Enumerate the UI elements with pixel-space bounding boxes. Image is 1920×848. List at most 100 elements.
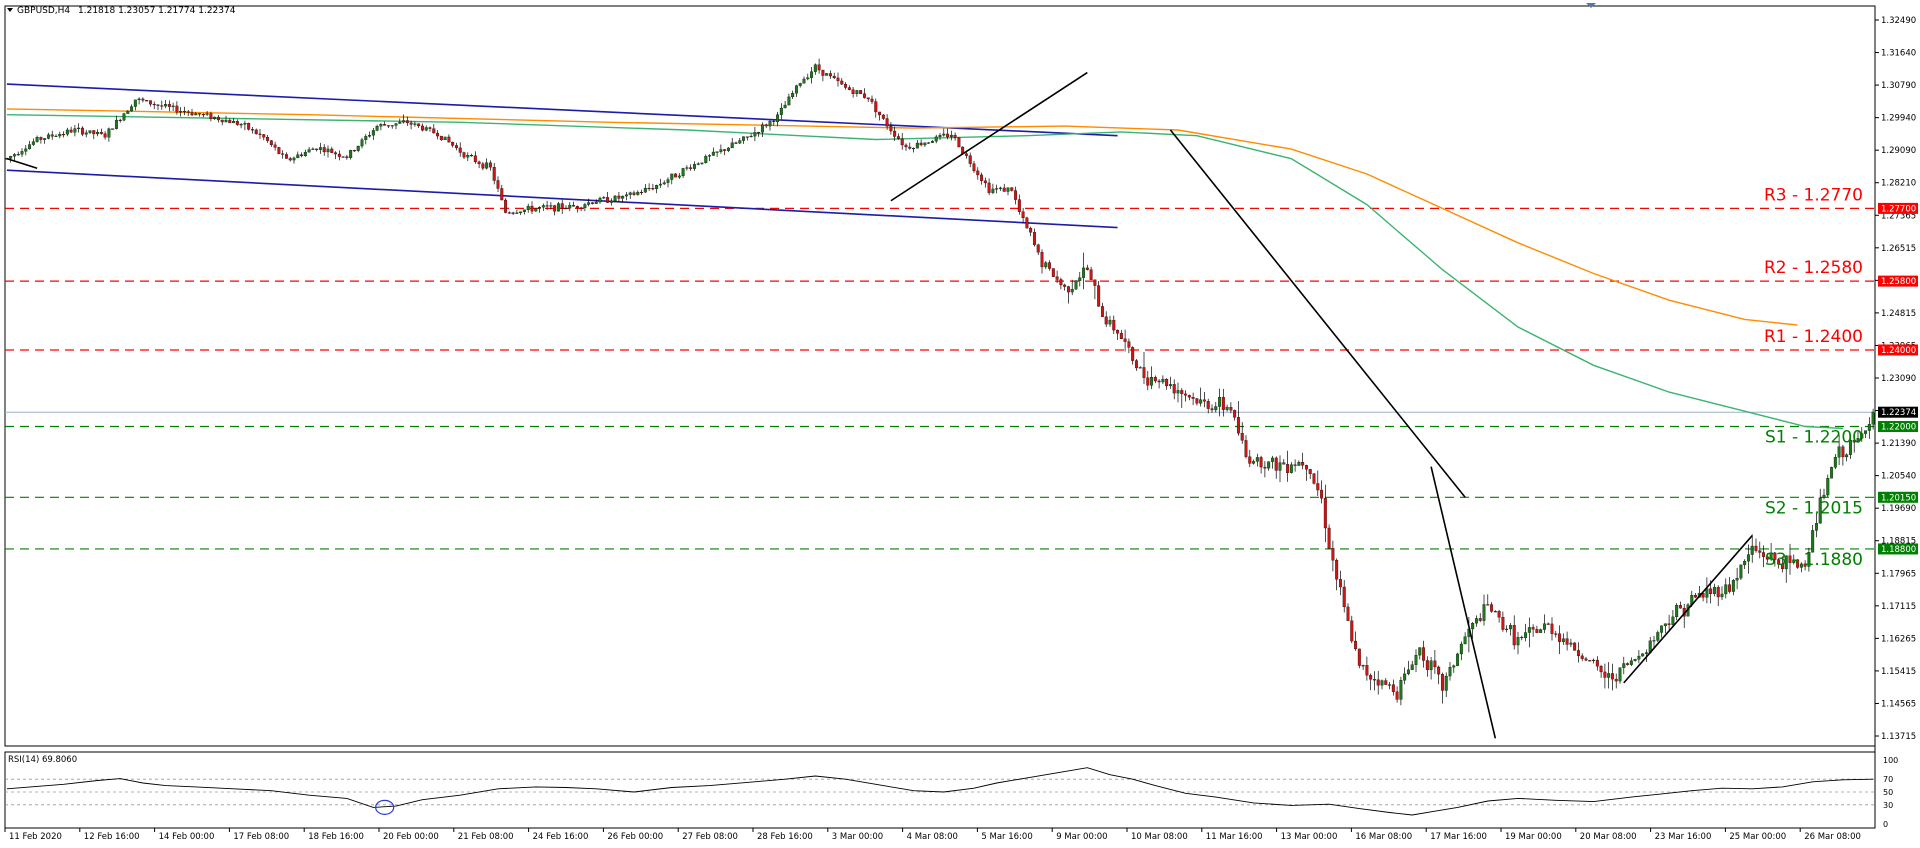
bullish-candle (598, 197, 602, 203)
bearish-candle (1599, 666, 1603, 673)
bearish-candle (1127, 341, 1131, 348)
bearish-candle (1153, 376, 1157, 382)
bearish-candle (1694, 595, 1698, 598)
bearish-candle (1716, 587, 1720, 598)
bearish-candle (1248, 456, 1252, 464)
bearish-candle (228, 119, 232, 124)
bearish-candle (579, 207, 583, 209)
chart-shift-marker-icon[interactable] (1586, 3, 1596, 8)
bearish-candle (417, 123, 421, 127)
bullish-candle (1078, 277, 1082, 281)
bullish-candle (1006, 187, 1010, 192)
trendline (1430, 466, 1497, 739)
level-price-tag (1878, 491, 1918, 503)
price-tick-label: 1.32490 (1881, 16, 1916, 26)
bullish-candle (666, 179, 670, 183)
bearish-candle (1282, 462, 1286, 465)
bullish-candle (685, 167, 689, 169)
bearish-candle (1206, 401, 1210, 409)
bullish-candle (719, 149, 723, 152)
bearish-candle (575, 206, 579, 209)
bearish-candle (1376, 679, 1380, 686)
bullish-candle (810, 71, 814, 78)
bearish-candle (870, 98, 874, 102)
bullish-candle (556, 203, 560, 212)
bullish-candle (806, 77, 810, 80)
bearish-candle (300, 154, 304, 157)
bullish-candle (9, 156, 13, 159)
bullish-candle (31, 141, 35, 145)
collapse-triangle-icon[interactable] (7, 8, 13, 12)
bearish-candle (477, 161, 481, 165)
bullish-candle (949, 134, 953, 137)
bullish-candle (696, 163, 700, 165)
level-price-tag (1878, 344, 1918, 356)
bullish-candle (643, 187, 647, 193)
level-lines (5, 207, 1875, 550)
bearish-candle (1354, 640, 1358, 650)
ohlc-values: 1.21818 1.23057 1.21774 1.22374 (78, 6, 236, 16)
bearish-candle (182, 111, 186, 113)
bullish-candle (1297, 462, 1301, 466)
bearish-candle (1603, 671, 1607, 678)
bearish-candle (1059, 279, 1063, 286)
bullish-candle (12, 154, 16, 157)
time-tick-label: 14 Feb 00:00 (159, 832, 215, 842)
bullish-candle (1399, 680, 1403, 700)
bearish-candle (322, 147, 326, 153)
bearish-candle (1286, 464, 1290, 473)
bearish-candle (1014, 190, 1018, 200)
bullish-candle (628, 192, 632, 195)
bearish-candle (1395, 691, 1399, 700)
bullish-candle (1830, 467, 1834, 479)
bearish-candle (1554, 633, 1558, 635)
bullish-candle (602, 197, 606, 199)
bullish-candle (912, 148, 916, 150)
price-tick-label: 1.17965 (1881, 569, 1916, 579)
time-tick-label: 17 Mar 16:00 (1430, 832, 1487, 842)
channel-line (6, 169, 1118, 229)
bearish-candle (1584, 658, 1588, 661)
bearish-candle (572, 204, 576, 207)
bullish-candle (232, 121, 236, 124)
channel-line (6, 83, 1118, 137)
time-tick-label: 26 Mar 08:00 (1804, 832, 1861, 842)
time-tick-label: 10 Mar 08:00 (1131, 832, 1188, 842)
bearish-candle (436, 132, 440, 137)
bullish-candle (715, 151, 719, 153)
bearish-candle (904, 144, 908, 148)
bearish-candle (1765, 556, 1769, 560)
bearish-candle (167, 104, 171, 107)
bearish-candle (1323, 498, 1327, 529)
bearish-candle (1063, 284, 1067, 287)
bearish-candle (337, 153, 341, 157)
bullish-candle (1267, 461, 1271, 469)
bearish-candle (1762, 552, 1766, 557)
bearish-candle (1758, 550, 1762, 553)
bullish-candle (1406, 669, 1410, 675)
bullish-candle (726, 147, 730, 151)
bullish-candle (130, 106, 134, 112)
bullish-candle (133, 99, 137, 107)
bullish-candle (1505, 628, 1509, 630)
bullish-candle (587, 202, 591, 205)
bearish-candle (1142, 367, 1146, 378)
bearish-candle (262, 134, 266, 138)
bearish-candle (1546, 623, 1550, 625)
bearish-candle (266, 137, 270, 141)
price-tick-label: 1.17115 (1881, 602, 1916, 612)
bearish-candle (341, 156, 345, 158)
bearish-candle (405, 120, 409, 124)
bullish-candle (1660, 625, 1664, 633)
bullish-candle (704, 156, 708, 164)
bullish-candle (1818, 497, 1822, 524)
bearish-candle (1304, 465, 1308, 470)
bearish-candle (496, 180, 500, 189)
bearish-candle (836, 77, 840, 82)
bullish-candle (35, 137, 39, 142)
bearish-candle (254, 129, 258, 135)
bearish-candle (651, 188, 655, 190)
bearish-candle (893, 130, 897, 137)
bearish-candle (840, 80, 844, 85)
